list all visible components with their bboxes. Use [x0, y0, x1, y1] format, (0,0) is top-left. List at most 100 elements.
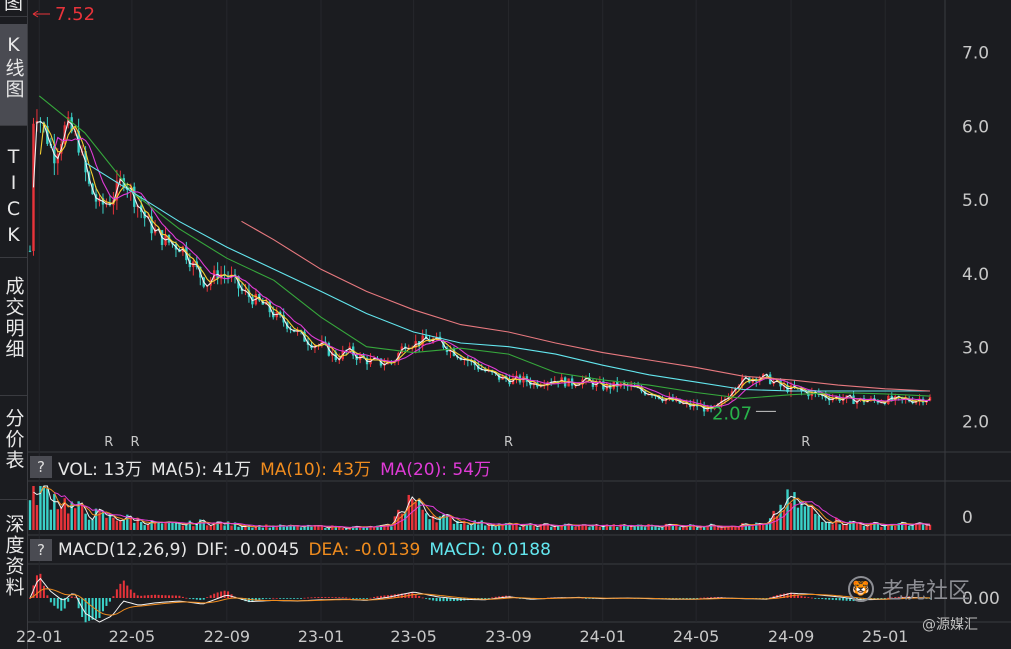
volume-bar: [834, 517, 838, 530]
volume-bar: [115, 520, 119, 530]
volume-bar: [470, 525, 473, 530]
macd-histogram-bar: [91, 598, 94, 620]
volume-bar: [765, 523, 768, 530]
volume-bar: [529, 523, 532, 530]
macd-histogram-bar: [445, 598, 448, 602]
macd-histogram-bar: [821, 598, 824, 600]
macd-histogram-bar: [254, 598, 257, 601]
volume-bar: [174, 523, 178, 530]
volume-bar: [376, 525, 379, 530]
volume-bar: [563, 523, 567, 530]
volume-bar: [185, 523, 188, 530]
volume-bar: [682, 526, 685, 530]
macd-histogram-bar: [359, 598, 362, 599]
volume-bar: [828, 522, 831, 530]
volume-help-button[interactable]: ?: [30, 456, 52, 478]
macd-histogram-bar: [77, 598, 80, 609]
macd-histogram-bar: [161, 595, 164, 598]
volume-bar: [39, 486, 42, 530]
volume-bar: [671, 524, 675, 530]
macd-histogram-bar: [202, 598, 205, 600]
volume-bar: [386, 524, 390, 530]
macd-histogram-bar: [247, 598, 250, 603]
macd-histogram-bar: [814, 598, 817, 599]
x-tick-label: 22-05: [109, 627, 156, 646]
volume-bar: [838, 524, 841, 530]
volume-bar: [699, 526, 702, 530]
macd-histogram-bar: [487, 598, 490, 599]
price-tick-label: 3.0: [962, 339, 989, 359]
macd-histogram-bar: [435, 598, 438, 602]
volume-bar: [560, 526, 563, 530]
volume-bar: [91, 519, 94, 530]
tab-depth-info[interactable]: 深度资料: [0, 510, 27, 649]
macd-histogram-bar: [303, 597, 306, 599]
macd-histogram-bar: [313, 597, 316, 599]
macd-histogram-bar: [397, 593, 400, 598]
volume-bar: [160, 523, 164, 530]
volume-bar: [581, 524, 584, 530]
tab-kline[interactable]: K线图: [0, 24, 27, 126]
volume-bar: [779, 504, 782, 530]
volume-bar: [431, 515, 435, 530]
volume-bar: [442, 514, 445, 530]
macd-histogram-bar: [258, 598, 261, 600]
volume-bar: [723, 526, 727, 530]
volume-bar: [365, 526, 369, 530]
macd-histogram-bar: [772, 596, 775, 598]
volume-bar: [310, 526, 313, 530]
volume-bar: [706, 525, 709, 530]
volume-bar: [629, 525, 633, 530]
macd-histogram-bar: [42, 585, 45, 598]
volume-bar: [890, 524, 893, 530]
tab-price-table[interactable]: 分价表: [0, 404, 27, 500]
volume-bar: [810, 507, 814, 530]
macd-histogram-bar: [279, 598, 282, 599]
volume-bar: [713, 526, 716, 530]
volume-bar: [668, 524, 671, 530]
macd-histogram-bar: [320, 597, 323, 598]
volume-bar: [709, 523, 713, 530]
macd-histogram-bar: [282, 598, 285, 599]
volume-bar: [605, 524, 609, 530]
volume-bar: [60, 507, 63, 530]
volume-bar: [327, 528, 331, 530]
volume-bar: [112, 517, 115, 530]
x-tick-label: 22-01: [16, 627, 63, 646]
volume-bar: [772, 510, 775, 530]
volume-bar: [261, 527, 265, 530]
volume-bar: [119, 520, 122, 530]
volume-bar: [567, 524, 570, 530]
candle-body: [928, 397, 932, 401]
volume-bar: [664, 523, 668, 530]
tab-chart[interactable]: 图: [0, 0, 27, 17]
macd-histogram-bar: [803, 596, 806, 598]
volume-bar: [702, 527, 706, 530]
macd-histogram-bar: [195, 598, 198, 600]
volume-bar: [63, 498, 66, 530]
macd-help-button[interactable]: ?: [30, 539, 52, 561]
ma20-line: [53, 136, 931, 408]
macd-histogram-bar: [703, 597, 706, 599]
macd-dea-line: [29, 588, 930, 616]
tab-tick[interactable]: TICK: [0, 140, 27, 258]
macd-histogram-bar: [310, 597, 313, 599]
macd-histogram-bar: [213, 593, 216, 598]
volume-bar: [689, 524, 692, 530]
candle-body: [28, 250, 32, 252]
volume-ma5: MA(5): 41万: [150, 459, 252, 480]
macd-histogram-bar: [901, 596, 904, 598]
volume-bar: [887, 525, 890, 530]
volume-bar: [251, 527, 254, 530]
x-tick-label: 24-01: [579, 627, 626, 646]
macd-histogram-bar: [717, 596, 720, 598]
volume-bar: [42, 486, 46, 530]
tab-trade-details[interactable]: 成交明细: [0, 272, 27, 396]
tab-price-table-label: 分价表: [2, 408, 25, 471]
volume-bar: [616, 526, 619, 530]
volume-bar: [730, 525, 734, 530]
volume-bar: [907, 526, 911, 530]
macd-histogram-bar: [831, 598, 834, 600]
volume-bar: [880, 527, 883, 530]
